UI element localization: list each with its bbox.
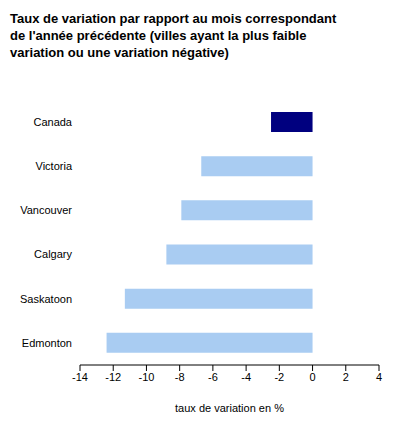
- svg-text:Saskatoon: Saskatoon: [20, 293, 72, 305]
- svg-text:0: 0: [309, 371, 315, 383]
- svg-text:-4: -4: [241, 371, 251, 383]
- svg-text:2: 2: [343, 371, 349, 383]
- svg-text:Vancouver: Vancouver: [20, 204, 72, 216]
- svg-text:Edmonton: Edmonton: [22, 337, 72, 349]
- html-text:Taux de variation par rapport: Taux de variation par rapport au mois co…: [10, 11, 337, 60]
- svg-text:4: 4: [376, 371, 382, 383]
- svg-text:Victoria: Victoria: [36, 160, 73, 172]
- svg-text:-12: -12: [105, 371, 121, 383]
- svg-text:Calgary: Calgary: [34, 248, 72, 260]
- svg-text:taux de variation en %: taux de variation en %: [175, 402, 284, 414]
- svg-text:-14: -14: [72, 371, 88, 383]
- svg-text:-10: -10: [138, 371, 154, 383]
- svg-text:-8: -8: [175, 371, 185, 383]
- svg-text:-6: -6: [208, 371, 218, 383]
- svg-text:-2: -2: [274, 371, 284, 383]
- svg-text:Canada: Canada: [33, 116, 72, 128]
